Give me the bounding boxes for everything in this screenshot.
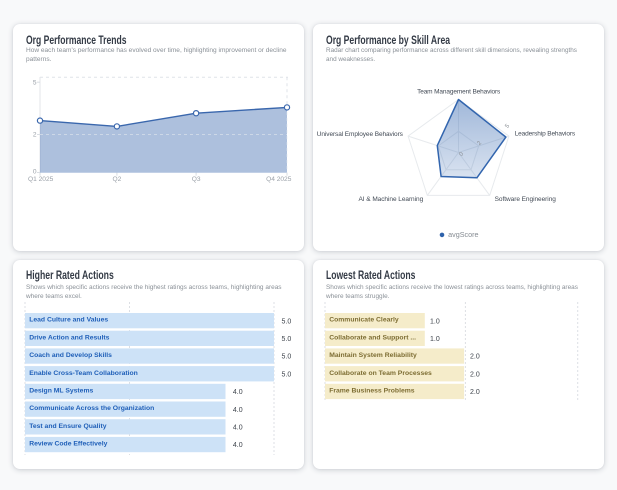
- svg-text:1.0: 1.0: [430, 336, 440, 343]
- svg-text:Collaborate and Support ...: Collaborate and Support ...: [329, 334, 416, 341]
- svg-text:2.0: 2.0: [470, 354, 480, 361]
- svg-text:Communicate Clearly: Communicate Clearly: [329, 317, 399, 324]
- svg-text:Coach and Develop Skills: Coach and Develop Skills: [29, 352, 112, 359]
- svg-text:Q1 2025: Q1 2025: [28, 176, 54, 183]
- svg-text:Communicate Across the Organiz: Communicate Across the Organization: [29, 405, 154, 412]
- svg-text:Q4 2025: Q4 2025: [266, 176, 292, 183]
- svg-text:Collaborate on Team Processes: Collaborate on Team Processes: [329, 370, 432, 377]
- svg-text:5: 5: [504, 123, 511, 130]
- svg-text:5.0: 5.0: [282, 371, 292, 378]
- svg-text:4.0: 4.0: [233, 407, 243, 414]
- svg-text:Lead Culture and Values: Lead Culture and Values: [29, 317, 108, 324]
- svg-text:5.0: 5.0: [282, 336, 292, 343]
- svg-text:2.0: 2.0: [470, 371, 480, 378]
- svg-text:2: 2: [33, 131, 37, 138]
- svg-text:Leadership Behaviors: Leadership Behaviors: [515, 130, 576, 137]
- svg-text:Universal Employee Behaviors: Universal Employee Behaviors: [317, 131, 404, 138]
- svg-text:Q2: Q2: [113, 176, 122, 183]
- svg-text:avgScore: avgScore: [448, 230, 478, 239]
- svg-text:5.0: 5.0: [282, 318, 292, 325]
- svg-text:2: 2: [476, 140, 483, 147]
- svg-text:5: 5: [33, 80, 37, 87]
- svg-text:Team Management Behaviors: Team Management Behaviors: [417, 89, 501, 96]
- svg-text:Software Engineering: Software Engineering: [495, 196, 557, 203]
- svg-text:1.0: 1.0: [430, 318, 440, 325]
- svg-text:4.0: 4.0: [233, 425, 243, 432]
- svg-text:2.0: 2.0: [470, 389, 480, 396]
- svg-text:0: 0: [33, 169, 37, 176]
- svg-text:Enable Cross-Team Collaboratio: Enable Cross-Team Collaboration: [29, 370, 138, 377]
- svg-text:0: 0: [458, 151, 465, 158]
- svg-text:Test and Ensure Quality: Test and Ensure Quality: [29, 423, 107, 430]
- svg-text:Maintain System Reliability: Maintain System Reliability: [329, 352, 417, 359]
- svg-text:AI & Machine Learning: AI & Machine Learning: [359, 196, 424, 203]
- svg-text:5.0: 5.0: [282, 354, 292, 361]
- svg-text:Drive Action and Results: Drive Action and Results: [29, 334, 109, 341]
- svg-text:Q3: Q3: [192, 176, 201, 183]
- svg-text:Review Code Effectively: Review Code Effectively: [29, 441, 107, 448]
- svg-text:Frame Business Problems: Frame Business Problems: [329, 388, 415, 395]
- svg-text:Design ML Systems: Design ML Systems: [29, 388, 93, 395]
- svg-text:4.0: 4.0: [233, 389, 243, 396]
- svg-text:4.0: 4.0: [233, 442, 243, 449]
